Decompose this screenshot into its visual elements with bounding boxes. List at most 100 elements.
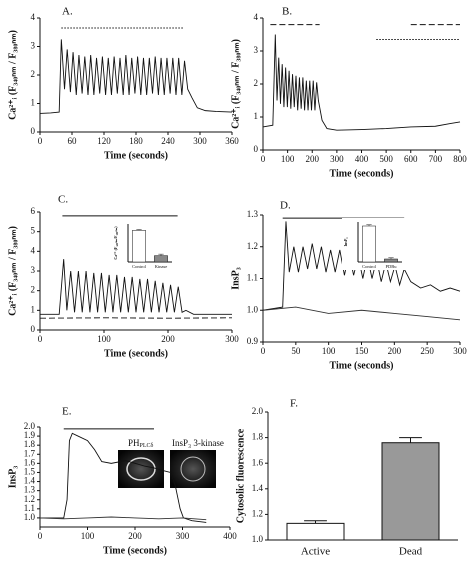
x-tick-label: 0 [38,334,43,344]
y-tick-label: 1.3 [24,485,36,495]
y-tick-label: 2 [31,285,36,295]
x-tick-label: 100 [81,531,95,541]
x-tick-label: 240 [161,136,175,146]
x-tick-label: 100 [97,334,111,344]
x-tick-label: 300 [330,154,344,164]
micrograph [170,450,216,488]
y-axis-label: InsP₃ [230,267,241,289]
y-tick-label: 1.7 [24,448,36,458]
error-bar [399,437,422,443]
x-tick-label: Control [132,264,147,269]
bar [362,225,376,263]
x-tick-label: 150 [355,346,369,356]
x-tick-label: 500 [379,154,393,164]
x-tick-label: 120 [97,136,111,146]
y-tick-label: 1 [31,304,36,314]
y-axis-label: Ca²⁺ᵢ (F₃₄₀ₙₘ / F₃₈₀ₙₘ) [7,226,18,316]
x-tick-label: Active [301,546,330,558]
x-tick-label: 0 [261,154,266,164]
y-tick-label: 1.8 [24,439,36,449]
x-tick-label: 180 [129,136,143,146]
y-tick-label: 1.4 [252,483,264,493]
y-tick-label: 3 [254,45,259,55]
error-bar [388,257,394,259]
y-tick-label: 1.0 [24,512,36,522]
y-axis-label: InsP₃ [343,237,348,247]
x-axis-label: Time (seconds) [104,348,168,359]
y-tick-label: 2 [31,69,36,79]
bar [132,230,146,263]
y-axis-label: Ca²⁺ᵢ (F₃₄₀ₙₘ / F₃₈₀ₙₘ) [230,39,241,129]
y-tick-label: 1.4 [24,476,36,486]
y-tick-label: 4 [31,245,36,255]
bar [286,522,345,541]
y-tick-label: 1.3 [247,209,259,219]
y-axis-label: Ca²⁺ᵢ (F₃₄₀ₙₘ / F₃₈₀ₙₘ) [7,30,18,120]
x-tick-label: 360 [225,136,239,146]
y-tick-label: 4 [31,12,36,22]
y-tick-label: 1.5 [24,467,36,477]
trace [262,221,461,311]
x-tick-label: 200 [128,531,142,541]
x-tick-label: PDBu [385,264,397,269]
image-label: PHPLCδ [128,438,154,449]
error-bar [158,253,164,256]
y-axis-label: Cytosolic fluorescence [235,428,246,523]
x-tick-label: 50 [291,346,301,356]
cell-outline [126,457,156,481]
image-label-main: PH [128,438,140,448]
x-tick-label: 0 [38,136,43,146]
x-tick-label: 0 [261,346,266,356]
x-tick-label: 200 [388,346,402,356]
error-bar [136,229,142,231]
y-tick-label: 1.0 [247,304,259,314]
trace [262,34,461,131]
bar [381,442,440,541]
y-tick-label: 0 [254,144,259,154]
x-tick-label: 100 [281,154,295,164]
x-tick-label: 250 [420,346,434,356]
x-axis-label: Time (seconds) [104,150,168,161]
y-tick-label: 0 [31,324,36,334]
trace [40,432,207,523]
y-tick-label: 0.9 [247,336,259,346]
y-tick-label: 1.1 [247,273,258,283]
y-tick-label: 2 [254,78,259,88]
x-tick-label: 400 [223,531,237,541]
x-tick-label: 0 [38,531,43,541]
y-tick-label: 1.2 [247,241,258,251]
y-tick-label: 1.2 [24,494,35,504]
y-axis-label: InsP₃ [7,466,18,488]
x-tick-label: 200 [161,334,175,344]
x-tick-label: 60 [68,136,78,146]
y-tick-label: 1 [254,111,259,121]
x-tick-label: 400 [355,154,369,164]
x-tick-label: 700 [429,154,443,164]
x-tick-label: 300 [225,334,239,344]
panel-label: A. [62,6,73,18]
y-tick-label: 0 [31,126,36,136]
y-tick-label: 1 [31,98,36,108]
x-axis-label: Time (seconds) [103,545,167,556]
panel-label: F. [290,398,298,410]
y-tick-label: 1.0 [252,534,264,544]
trace [262,306,461,321]
bar [384,258,398,263]
y-tick-label: 2.0 [252,406,264,416]
y-tick-label: 1.6 [24,457,36,467]
bar [154,255,168,263]
error-bar [366,224,372,226]
x-tick-label: 300 [453,346,467,356]
y-axis-label: Ca²⁺ (F₃₄₀ₙₘ/F₃₈₀ₙₘ) [113,226,118,260]
x-tick-label: 300 [176,531,190,541]
x-tick-label: Control [362,264,377,269]
y-tick-label: 4 [254,12,259,22]
x-axis-label: Time (seconds) [330,360,394,371]
panel-label: C. [58,194,68,206]
y-tick-label: 1.1 [24,503,35,513]
x-tick-label: 100 [322,346,336,356]
y-tick-label: 1.2 [252,508,263,518]
error-bar [304,520,327,524]
y-tick-label: 3 [31,41,36,51]
image-label-sub: PLCδ [140,443,154,449]
